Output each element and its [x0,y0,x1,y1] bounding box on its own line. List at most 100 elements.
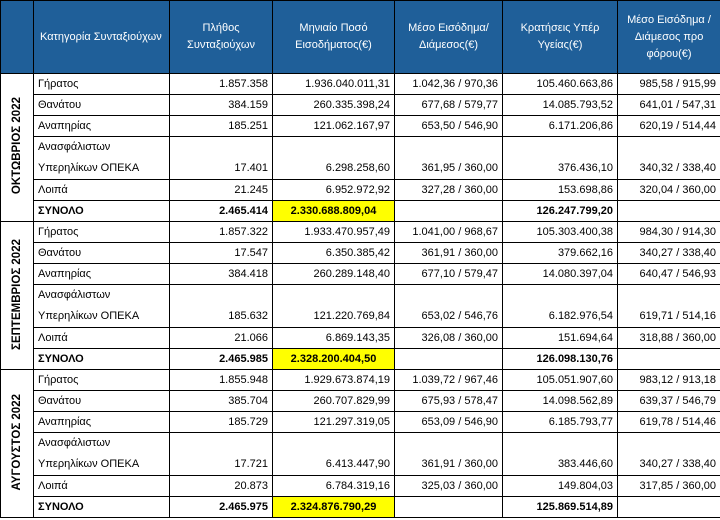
avg-income-cell: 653,09 / 546,90 [394,411,503,433]
table-row: Ανασφάλιστων Υπερηλίκων ΟΠΕΚΑ 17.721 6.413.… [1,432,720,476]
avg-income-cell: 361,91 / 360,00 [394,242,503,264]
table-row: ΣΕΠΤΕΜΒΡΙΟΣ 2022 Γήρατος 1.857.322 1.933.47… [0,221,720,370]
table-row: Αναπηρίας 384.418 260.289.148,40 677,10 / 5… [1,263,720,285]
table-row: Λοιπά 21.245 6.952.972,92 327,28 / 360,00 15… [1,179,720,201]
total-monthly-income: 2.330.688.809,04 [272,200,395,222]
monthly-income-cell: 1.929.673.874,19 [272,369,395,391]
avg-income-cell: 361,95 / 360,00 [394,136,503,180]
count-cell: 21.245 [169,179,273,201]
category-cell: Ανασφάλιστων Υπερηλίκων ΟΠΕΚΑ [33,284,170,328]
monthly-income-cell: 6.784.319,16 [272,475,395,497]
category-label: Αναπηρίας [38,416,92,428]
count-cell: 17.547 [169,242,273,264]
health-deductions-cell: 376.436,10 [502,136,618,180]
avg-income-cell: 361,91 / 360,00 [394,432,503,476]
count-cell: 17.401 [169,136,273,180]
table-row: Αναπηρίας 185.251 121.062.167,97 653,50 / 5… [1,115,720,137]
category-cell: Θανάτου [33,94,170,116]
total-label: ΣΥΝΟΛΟ [33,348,170,370]
total-avg-empty [394,348,503,370]
health-deductions-header: Κρατήσεις Υπέρ Υγείας(€) [502,0,618,74]
avg-income-pretax-cell: 317,85 / 360,00 [617,475,720,497]
avg-income-pretax-cell: 639,37 / 546,79 [617,390,720,412]
category-cell: Ανασφάλιστων Υπερηλίκων ΟΠΕΚΑ [33,136,170,180]
table-row: Λοιπά 20.873 6.784.319,16 325,03 / 360,00 14… [1,475,720,497]
monthly-income-cell: 260.289.148,40 [272,263,395,285]
count-cell: 1.855.948 [169,369,273,391]
count-cell: 1.857.322 [169,221,273,243]
category-label: Γήρατος [38,226,79,238]
total-avg-empty [394,200,503,222]
total-row: ΣΥΝΟΛΟ 2.465.414 2.330.688.809,04 126.247.7… [1,200,720,222]
period-header [0,0,34,74]
category-label: Λοιπά [38,480,68,492]
count-cell: 21.066 [169,327,273,349]
category-cell: Θανάτου [33,390,170,412]
count-cell: 20.873 [169,475,273,497]
avg-income-cell: 1.042,36 / 970,36 [394,73,503,95]
avg-income-pretax-cell: 619,71 / 514,16 [617,284,720,328]
table-row: ΟΚΤΩΒΡΙΟΣ 2022 Γήρατος 1.857.358 1.936.040.… [0,73,720,222]
total-label: ΣΥΝΟΛΟ [33,200,170,222]
table-row: Αναπηρίας 185.729 121.297.319,05 653,09 / 5… [1,411,720,433]
category-label: Υπερηλίκων ΟΠΕΚΑ [38,162,140,174]
monthly-income-header: Μηνιαίο Ποσό Εισοδήματος(€) [272,0,395,74]
total-avg-empty [394,496,503,518]
monthly-income-cell: 6.869.143,35 [272,327,395,349]
category-header: Κατηγορία Συνταξιούχων [33,0,170,74]
total-pretax-empty [617,200,720,222]
total-pretax-empty [617,496,720,518]
monthly-income-cell: 6.413.447,90 [272,432,395,476]
avg-income-cell: 325,03 / 360,00 [394,475,503,497]
avg-income-cell: 677,10 / 579,47 [394,263,503,285]
category-cell: Γήρατος [33,221,170,243]
avg-income-pretax-header: Μέσο Εισόδημα /Διάμεσος προ φόρου(€) [617,0,720,74]
category-cell: Γήρατος [33,369,170,391]
avg-income-cell: 653,50 / 546,90 [394,115,503,137]
total-monthly-income: 2.328.200.404,50 [272,348,395,370]
category-label: Θανάτου [38,99,82,111]
avg-income-pretax-cell: 983,12 / 913,18 [617,369,720,391]
table-row: Ανασφάλιστων Υπερηλίκων ΟΠΕΚΑ 17.401 6.298.… [1,136,720,180]
avg-income-header: Μέσο Εισόδημα/ Διάμεσος(€) [394,0,503,74]
total-label: ΣΥΝΟΛΟ [33,496,170,518]
health-deductions-cell: 14.085.793,52 [502,94,618,116]
count-cell: 384.418 [169,263,273,285]
count-cell: 385.704 [169,390,273,412]
avg-income-pretax-cell: 320,04 / 360,00 [617,179,720,201]
health-deductions-cell: 6.185.793,77 [502,411,618,433]
table-row: ΑΥΓΟΥΣΤΟΣ 2022 Γήρατος 1.855.948 1.929.673.… [0,369,720,518]
avg-income-cell: 677,68 / 579,77 [394,94,503,116]
total-pretax-empty [617,348,720,370]
total-row: ΣΥΝΟΛΟ 2.465.985 2.328.200.404,50 126.098.1… [1,348,720,370]
category-cell: Γήρατος [33,73,170,95]
category-cell: Λοιπά [33,475,170,497]
health-deductions-cell: 105.303.400,38 [502,221,618,243]
category-label: Ανασφάλιστων [38,289,111,301]
health-deductions-cell: 6.182.976,54 [502,284,618,328]
avg-income-cell: 1.039,72 / 967,46 [394,369,503,391]
category-label: Λοιπά [38,184,68,196]
count-cell: 185.632 [169,284,273,328]
period-label-cell: ΣΕΠΤΕΜΒΡΙΟΣ 2022 [0,221,34,370]
avg-income-pretax-cell: 984,30 / 914,30 [617,221,720,243]
category-label: Αναπηρίας [38,120,92,132]
monthly-income-cell: 121.062.167,97 [272,115,395,137]
category-label: Γήρατος [38,374,79,386]
period-label: ΑΥΓΟΥΣΤΟΣ 2022 [11,393,23,491]
total-count: 2.465.414 [169,200,273,222]
total-row: ΣΥΝΟΛΟ 2.465.975 2.324.876.790,29 125.869.5… [1,496,720,518]
table-row: Λοιπά 21.066 6.869.143,35 326,08 / 360,00 15… [1,327,720,349]
category-label: Ανασφάλιστων [38,437,111,449]
category-cell: Ανασφάλιστων Υπερηλίκων ΟΠΕΚΑ [33,432,170,476]
category-cell: Αναπηρίας [33,263,170,285]
category-cell: Λοιπά [33,327,170,349]
category-label: Θανάτου [38,395,82,407]
monthly-income-cell: 260.335.398,24 [272,94,395,116]
category-cell: Λοιπά [33,179,170,201]
health-deductions-cell: 149.804,03 [502,475,618,497]
health-deductions-cell: 14.080.397,04 [502,263,618,285]
count-cell: 384.159 [169,94,273,116]
monthly-income-cell: 6.298.258,60 [272,136,395,180]
count-cell: 17.721 [169,432,273,476]
